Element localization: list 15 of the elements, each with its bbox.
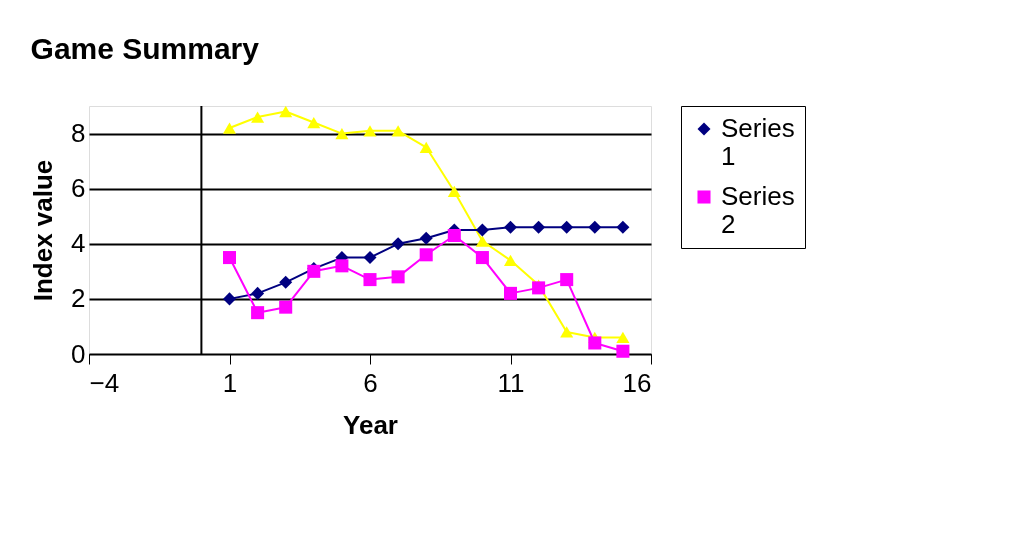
y-tick-label: 6 [71,173,86,204]
x-axis-title: Year [343,409,398,440]
y-axis-title: Index value [28,159,59,302]
y-tick-label: 8 [71,118,86,149]
y-tick-label: 2 [71,283,86,314]
x-tick-label: −4 [89,367,120,398]
legend-label: Series 2 [721,181,795,239]
x-tick-label: 1 [222,367,238,398]
x-tick-label: 6 [363,367,378,398]
chart-title: Game Summary [30,32,260,65]
legend-label: Series 1 [721,113,795,171]
y-tick-label: 4 [71,228,86,259]
y-tick-label: 0 [71,338,86,369]
x-tick-label: 16 [622,367,652,398]
x-tick-label: 11 [497,367,525,398]
